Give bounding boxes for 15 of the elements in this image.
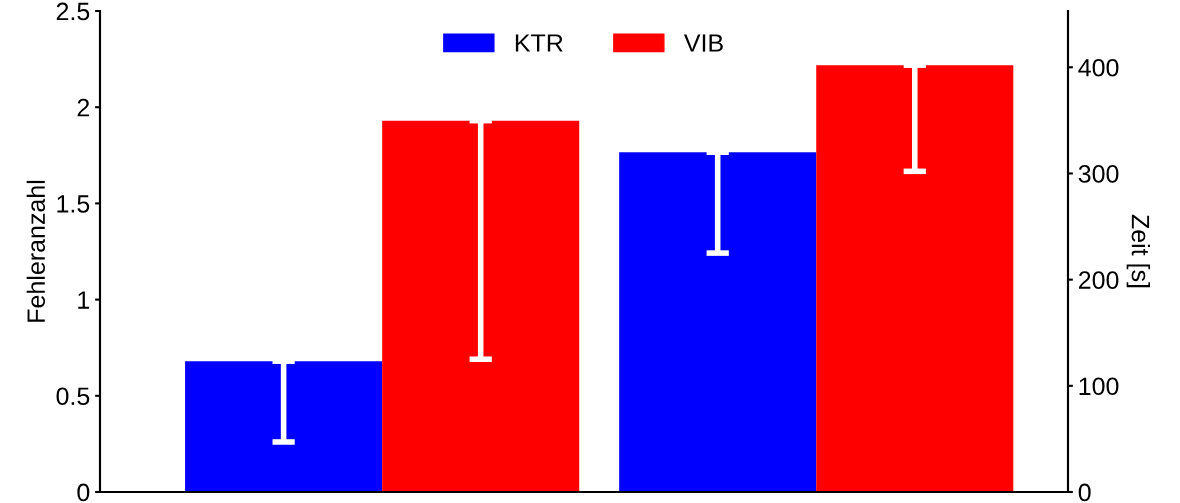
y2-axis-title: Zeit [s] [1126,214,1150,288]
y2-tick-label: 300 [1078,165,1119,183]
y-tick-label: 2 [77,98,90,117]
y2-tick-label: 200 [1078,271,1119,289]
y-tick-label: 1 [78,291,90,309]
y2-tick-label: 100 [1079,377,1119,396]
y-tick-label: 0.5 [56,387,90,406]
legend-label: KTR [515,34,563,52]
y2-tick-label: 0 [1078,483,1091,502]
y-tick-label: 2.5 [56,2,90,21]
y2-tick-label: 400 [1078,58,1119,77]
y-axis-title: Fehleranzahl [26,180,46,322]
y-tick-label: 1.5 [57,195,90,213]
legend-label: VIB [683,34,723,52]
y-tick-label: 0 [77,483,90,502]
